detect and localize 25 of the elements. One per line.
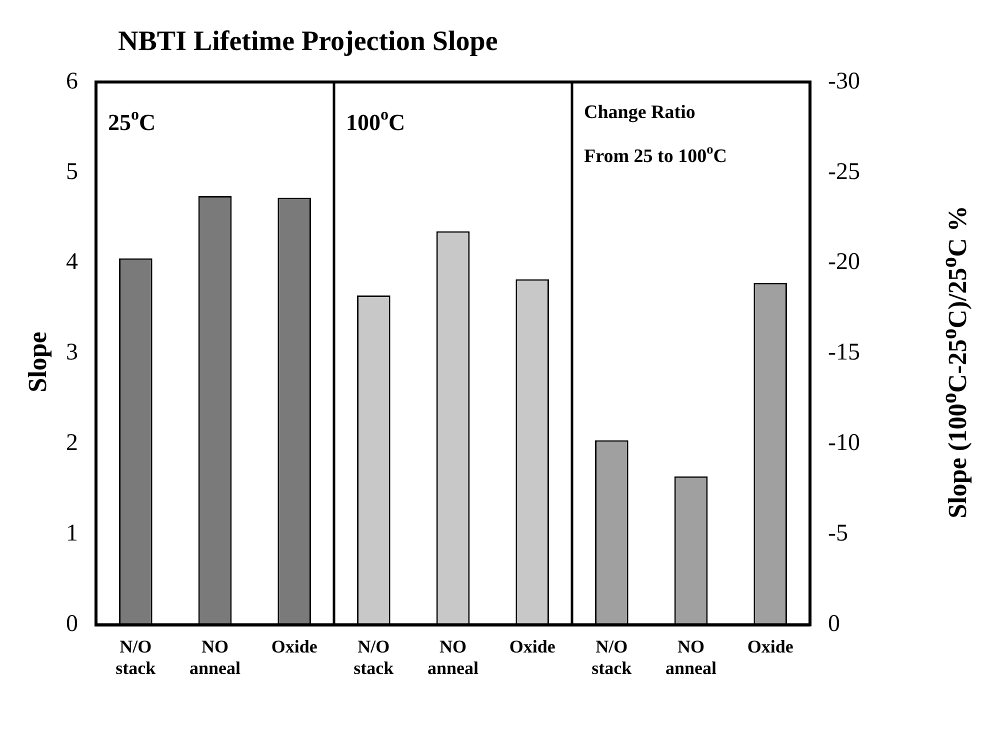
y2-tick-label: -5 [828, 520, 848, 547]
x-tick-label: NO anneal [427, 636, 479, 678]
y-tick-label: 4 [66, 249, 78, 276]
y2-tick-label: -15 [828, 340, 860, 366]
x-tick-label: Oxide [747, 636, 794, 656]
x-tick-label: Oxide [509, 636, 556, 656]
x-tick-label: NO anneal [666, 636, 717, 678]
y2-tick-label: -30 [828, 68, 860, 94]
x-tick-label: N/O stack [592, 636, 632, 678]
y2-tick-label: 0 [828, 611, 840, 638]
y-tick-label: 5 [66, 158, 78, 185]
x-tick-label: N/O stack [116, 636, 156, 678]
x-tick-label: N/O stack [354, 636, 394, 678]
y-tick-label: 0 [66, 611, 78, 638]
x-tick-label: NO anneal [189, 636, 241, 678]
y-axis-title: Slope [23, 332, 53, 392]
y2-tick-label: -25 [828, 158, 860, 185]
y-tick-label: 2 [66, 430, 78, 456]
y2-tick-label: -10 [828, 430, 860, 456]
y-tick-label: 3 [66, 340, 78, 366]
y2-tick-label: -20 [828, 249, 860, 276]
y-tick-label: 6 [66, 68, 78, 94]
chart-title: NBTI Lifetime Projection Slope [118, 26, 498, 58]
y-tick-label: 1 [66, 520, 78, 547]
x-tick-label: Oxide [271, 636, 318, 656]
